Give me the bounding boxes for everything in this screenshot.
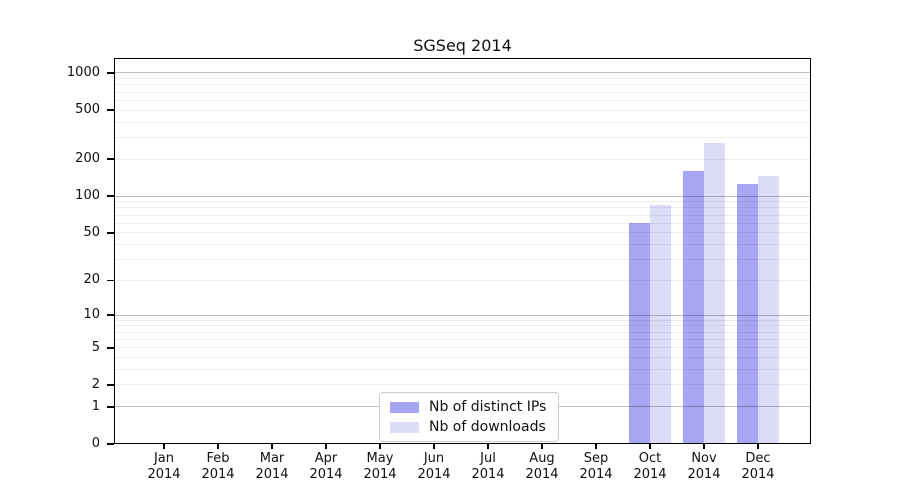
y-tick-mark-1 — [107, 406, 114, 408]
x-tick-mark-jun — [433, 444, 435, 449]
x-tick-label-jun: Jun 2014 — [417, 451, 451, 482]
x-tick-label-oct: Oct 2014 — [633, 451, 667, 482]
y-tick-mark-10 — [107, 314, 114, 316]
grid-line-major-10 — [114, 314, 811, 316]
y-tick-mark-200 — [107, 158, 114, 160]
bar-downloads-nov — [704, 143, 725, 444]
y-tick-mark-0 — [107, 443, 114, 445]
y-tick-label-1: 1 — [91, 398, 100, 414]
grid-line-minor-9 — [114, 319, 811, 321]
x-tick-label-nov: Nov 2014 — [687, 451, 721, 482]
grid-line-minor-40 — [114, 244, 811, 246]
y-tick-label-1000: 1000 — [66, 64, 100, 80]
x-tick-label-jan: Jan 2014 — [147, 451, 181, 482]
plot-area: Nb of distinct IPs Nb of downloads — [114, 58, 811, 444]
y-tick-mark-500 — [107, 109, 114, 111]
y-tick-mark-2 — [107, 384, 114, 386]
grid-line-minor-80 — [114, 207, 811, 209]
grid-line-minor-700 — [114, 91, 811, 93]
legend-swatch-distinct-ips — [390, 401, 419, 413]
grid-line-minor-60 — [114, 222, 811, 224]
bar-downloads-oct — [650, 205, 671, 444]
x-tick-mark-jan — [163, 444, 165, 449]
grid-line-minor-3 — [114, 369, 811, 371]
grid-line-minor-400 — [114, 121, 811, 123]
grid-line-minor-500 — [114, 109, 811, 111]
grid-line-minor-90 — [114, 201, 811, 203]
x-tick-mark-feb — [217, 444, 219, 449]
y-tick-label-0: 0 — [91, 436, 100, 451]
x-tick-label-may: May 2014 — [363, 451, 397, 482]
grid-line-minor-7 — [114, 331, 811, 333]
grid-line-minor-50 — [114, 232, 811, 234]
x-tick-label-feb: Feb 2014 — [201, 451, 235, 482]
x-tick-label-sep: Sep 2014 — [579, 451, 613, 482]
y-tick-label-500: 500 — [75, 102, 100, 118]
x-tick-mark-oct — [649, 444, 651, 449]
x-tick-mark-aug — [541, 444, 543, 449]
grid-line-minor-8 — [114, 325, 811, 327]
x-tick-mark-sep — [595, 444, 597, 449]
y-tick-label-2: 2 — [91, 376, 100, 392]
x-tick-label-aug: Aug 2014 — [525, 451, 559, 482]
grid-line-minor-5 — [114, 347, 811, 349]
x-tick-mark-nov — [703, 444, 705, 449]
x-tick-label-apr: Apr 2014 — [309, 451, 343, 482]
x-tick-label-jul: Jul 2014 — [471, 451, 505, 482]
grid-line-minor-70 — [114, 214, 811, 216]
y-tick-label-100: 100 — [75, 188, 100, 204]
grid-line-minor-600 — [114, 99, 811, 101]
y-tick-label-200: 200 — [75, 151, 100, 167]
x-tick-label-dec: Dec 2014 — [741, 451, 775, 482]
bar-distinct-ips-dec — [737, 183, 758, 444]
grid-line-minor-2 — [114, 384, 811, 386]
x-tick-mark-may — [379, 444, 381, 449]
y-tick-label-5: 5 — [91, 339, 100, 355]
x-tick-mark-dec — [757, 444, 759, 449]
grid-line-minor-900 — [114, 78, 811, 80]
grid-line-minor-200 — [114, 158, 811, 160]
grid-line-minor-800 — [114, 84, 811, 86]
x-tick-mark-jul — [487, 444, 489, 449]
chart-title: SGSeq 2014 — [413, 36, 512, 55]
legend: Nb of distinct IPs Nb of downloads — [379, 392, 560, 442]
grid-line-major-100 — [114, 195, 811, 197]
y-tick-label-20: 20 — [83, 272, 100, 288]
legend-label-distinct-ips: Nb of distinct IPs — [429, 399, 547, 415]
y-tick-mark-5 — [107, 347, 114, 349]
y-tick-mark-20 — [107, 279, 114, 282]
y-tick-mark-100 — [107, 195, 114, 197]
bar-distinct-ips-oct — [629, 223, 650, 444]
grid-line-minor-4 — [114, 357, 811, 359]
grid-line-minor-300 — [114, 136, 811, 138]
bar-downloads-dec — [758, 176, 779, 444]
x-tick-label-mar: Mar 2014 — [255, 451, 289, 482]
y-tick-label-10: 10 — [83, 307, 100, 323]
x-tick-mark-apr — [325, 444, 327, 449]
y-tick-label-50: 50 — [83, 224, 100, 240]
legend-swatch-downloads — [390, 421, 419, 433]
y-tick-mark-1000 — [107, 72, 114, 74]
grid-line-major-1000 — [114, 72, 811, 74]
bar-distinct-ips-nov — [683, 171, 704, 444]
grid-line-minor-20 — [114, 279, 811, 281]
grid-line-minor-6 — [114, 338, 811, 340]
grid-line-minor-30 — [114, 259, 811, 261]
legend-entry-downloads: Nb of downloads — [390, 419, 546, 435]
legend-entry-distinct-ips: Nb of distinct IPs — [390, 399, 546, 415]
x-tick-mark-mar — [271, 444, 273, 449]
y-tick-mark-50 — [107, 232, 114, 234]
legend-label-downloads: Nb of downloads — [429, 419, 546, 435]
